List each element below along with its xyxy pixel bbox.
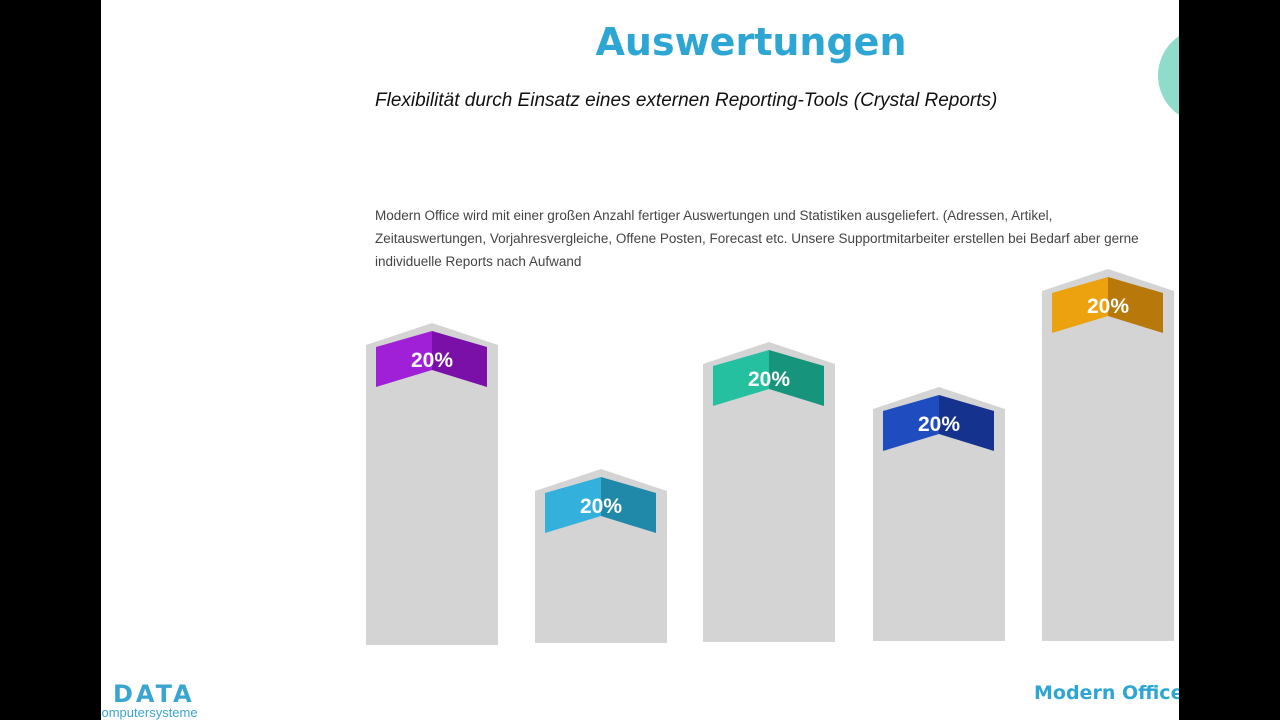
column-infographic: 20% 20% 20% 20% 20% — [366, 269, 1174, 645]
badge-right — [939, 395, 994, 451]
logo-subtitle: computersysteme — [101, 705, 198, 720]
slide-title: Auswertungen — [595, 20, 907, 64]
column-label: 20% — [411, 349, 453, 372]
column-label: 20% — [580, 495, 622, 518]
badge-left — [883, 395, 939, 451]
slide: Auswertungen Flexibilität durch Einsatz … — [101, 0, 1179, 720]
badge-left — [376, 331, 432, 387]
brand-name: Modern Office — [1034, 682, 1179, 704]
column-label: 20% — [748, 368, 790, 391]
column-bar — [873, 387, 1005, 641]
column-bar — [366, 323, 498, 645]
column-label: 20% — [1087, 295, 1129, 318]
badge-left — [545, 477, 601, 533]
body-text: Modern Office wird mit einer großen Anza… — [375, 208, 1139, 269]
badge-right — [1108, 277, 1163, 333]
column-label: 20% — [918, 413, 960, 436]
logo: DATA — [113, 680, 195, 708]
column-bar — [1042, 269, 1174, 641]
badge-right — [432, 331, 487, 387]
column-bar — [703, 342, 835, 642]
badge-left — [713, 350, 769, 406]
badge-left — [1052, 277, 1108, 333]
badge-right — [769, 350, 824, 406]
badge-right — [601, 477, 656, 533]
slide-subtitle: Flexibilität durch Einsatz eines externe… — [375, 90, 998, 111]
